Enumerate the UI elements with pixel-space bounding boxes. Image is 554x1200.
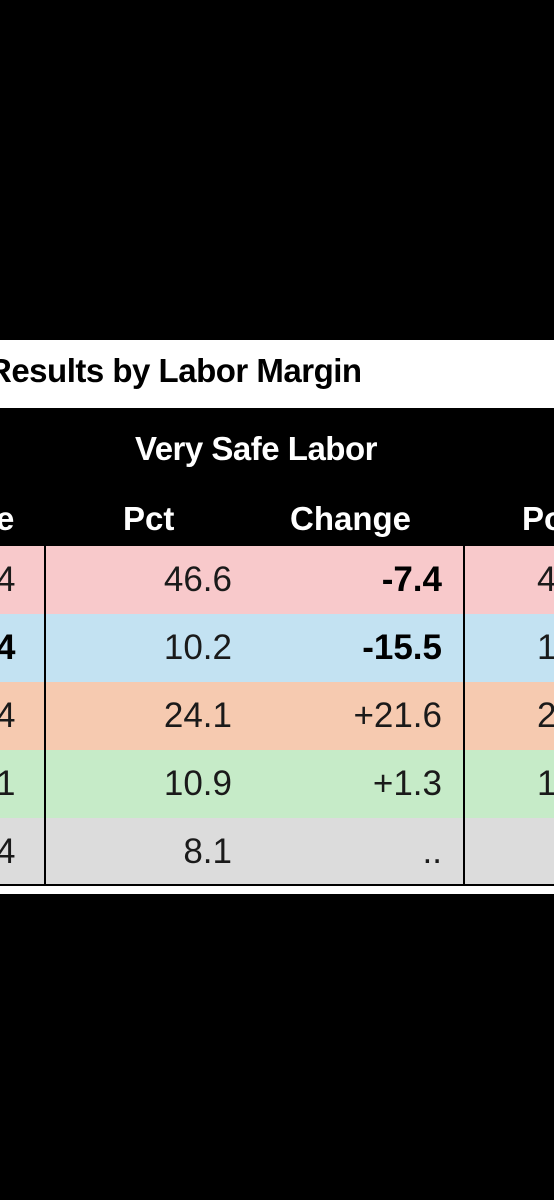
table-header-band (0, 408, 554, 546)
column-header-right-partial: Po (522, 500, 554, 537)
cell-change: .. (422, 832, 442, 871)
table-row: 4 10.2 -15.5 1 (0, 614, 554, 682)
column-header-change: Change (290, 500, 412, 537)
cell-change: +1.3 (372, 764, 442, 803)
title-bar (0, 340, 554, 408)
table-bottom-strip (0, 886, 554, 894)
table-row: 1 10.9 +1.3 1 (0, 750, 554, 818)
cell-pct: 8.1 (183, 832, 232, 871)
table-bottom-border (0, 884, 554, 886)
cell-pct: 24.1 (163, 696, 232, 735)
table-row: 4 8.1 .. (0, 818, 554, 886)
cell-left: 4 (0, 628, 16, 667)
cell-left: 4 (0, 560, 16, 599)
cell-pct: 10.2 (163, 628, 232, 667)
cell-change: -15.5 (362, 628, 442, 667)
cell-right: 1 (537, 628, 554, 667)
cell-left: 1 (0, 764, 16, 803)
table-row: 4 24.1 +21.6 2 (0, 682, 554, 750)
cell-right: 1 (537, 764, 554, 803)
cell-pct: 10.9 (163, 764, 232, 803)
column-header-pct: Pct (123, 500, 175, 537)
column-divider (44, 546, 46, 886)
cell-change: -7.4 (381, 560, 442, 599)
cell-left: 4 (0, 832, 16, 871)
cell-change: +21.6 (353, 696, 442, 735)
column-group-title: Very Safe Labor (135, 430, 377, 467)
table-row: 4 46.6 -7.4 4 (0, 546, 554, 614)
cell-left: 4 (0, 696, 16, 735)
column-divider (463, 546, 465, 886)
cell-pct: 46.6 (163, 560, 232, 599)
table-title: Results by Labor Margin (0, 352, 362, 389)
column-header-left-partial: e (0, 500, 15, 537)
cell-right: 2 (537, 696, 554, 735)
cell-right: 4 (537, 560, 554, 599)
